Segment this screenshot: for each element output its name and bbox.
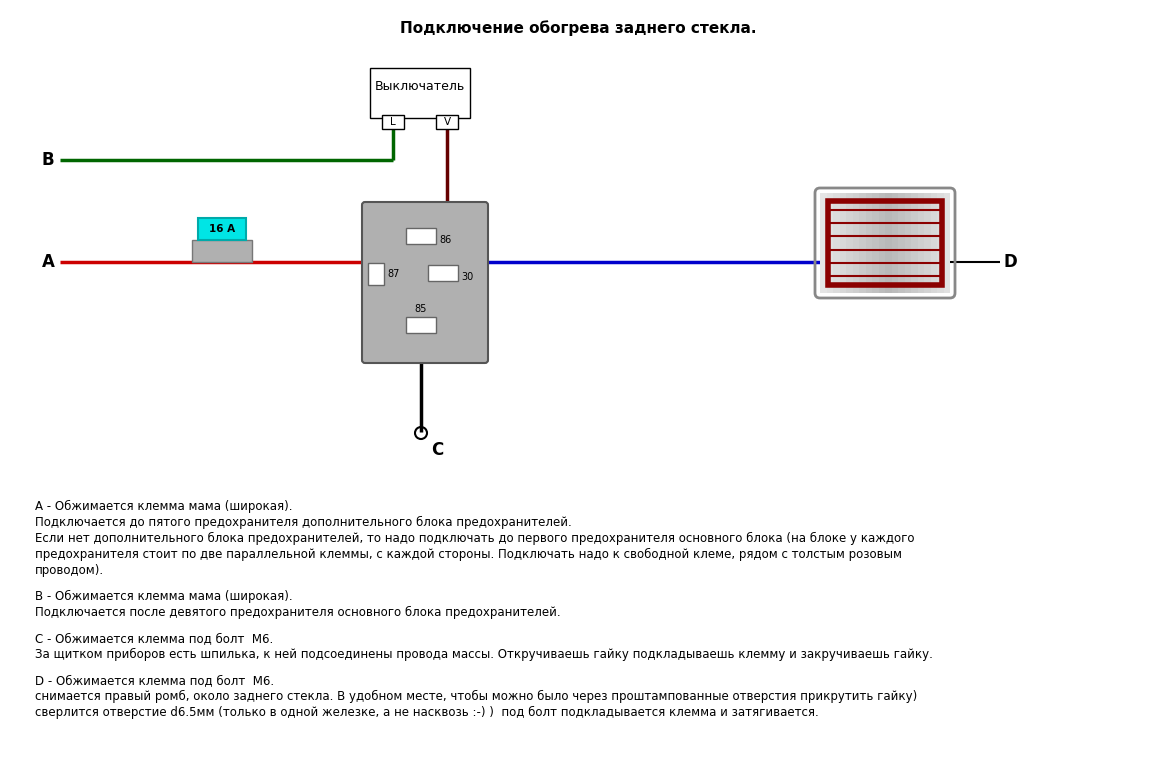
Bar: [828, 201, 942, 285]
Text: Подключение обогрева заднего стекла.: Подключение обогрева заднего стекла.: [400, 20, 757, 36]
Bar: [943, 193, 950, 293]
Text: А - Обжимается клемма мама (широкая).: А - Обжимается клемма мама (широкая).: [35, 500, 293, 513]
Bar: [368, 263, 384, 285]
Bar: [930, 193, 937, 293]
Text: B: B: [42, 151, 54, 169]
Bar: [833, 193, 840, 293]
Bar: [905, 193, 911, 293]
Text: Подключается до пятого предохранителя дополнительного блока предохранителей.: Подключается до пятого предохранителя до…: [35, 516, 572, 529]
Text: L: L: [390, 117, 396, 127]
FancyBboxPatch shape: [362, 202, 488, 363]
Text: 86: 86: [439, 235, 451, 245]
Text: проводом).: проводом).: [35, 564, 104, 577]
Bar: [937, 193, 943, 293]
Text: C: C: [430, 441, 443, 459]
Text: D: D: [1003, 253, 1017, 271]
Bar: [370, 68, 470, 118]
Text: Если нет дополнительного блока предохранителей, то надо подключать до первого пр: Если нет дополнительного блока предохран…: [35, 532, 914, 545]
Text: 30: 30: [460, 272, 473, 282]
Bar: [892, 193, 898, 293]
Bar: [826, 193, 833, 293]
Bar: [406, 317, 436, 333]
Bar: [885, 193, 892, 293]
Text: 85: 85: [415, 304, 427, 314]
Text: С - Обжимается клемма под болт  М6.: С - Обжимается клемма под болт М6.: [35, 632, 273, 645]
Bar: [382, 115, 404, 129]
Text: снимается правый ромб, около заднего стекла. В удобном месте, чтобы можно было ч: снимается правый ромб, около заднего сте…: [35, 690, 918, 703]
Bar: [846, 193, 853, 293]
Bar: [872, 193, 878, 293]
Bar: [436, 115, 458, 129]
Text: 16 A: 16 A: [209, 224, 235, 234]
Text: Выключатель: Выключатель: [375, 79, 465, 93]
Bar: [406, 228, 436, 244]
Text: 87: 87: [386, 269, 399, 279]
Bar: [865, 193, 872, 293]
Bar: [911, 193, 918, 293]
Bar: [878, 193, 885, 293]
Bar: [428, 265, 458, 281]
Text: сверлится отверстие d6.5мм (только в одной железке, а не насквозь :-) )  под бол: сверлится отверстие d6.5мм (только в одн…: [35, 706, 819, 719]
Bar: [840, 193, 846, 293]
Text: В - Обжимается клемма мама (широкая).: В - Обжимается клемма мама (широкая).: [35, 590, 293, 603]
Text: предохранителя стоит по две параллельной клеммы, с каждой стороны. Подключать на: предохранителя стоит по две параллельной…: [35, 548, 902, 561]
Bar: [192, 240, 252, 262]
Bar: [858, 193, 865, 293]
Text: D - Обжимается клемма под болт  М6.: D - Обжимается клемма под болт М6.: [35, 674, 274, 687]
Bar: [820, 193, 826, 293]
Bar: [918, 193, 924, 293]
Text: Подключается после девятого предохранителя основного блока предохранителей.: Подключается после девятого предохраните…: [35, 606, 561, 619]
Bar: [198, 218, 246, 240]
Text: V: V: [443, 117, 450, 127]
Bar: [853, 193, 858, 293]
Bar: [898, 193, 905, 293]
Text: A: A: [42, 253, 54, 271]
Bar: [924, 193, 930, 293]
Text: За щитком приборов есть шпилька, к ней подсоединены провода массы. Откручиваешь : За щитком приборов есть шпилька, к ней п…: [35, 648, 933, 661]
